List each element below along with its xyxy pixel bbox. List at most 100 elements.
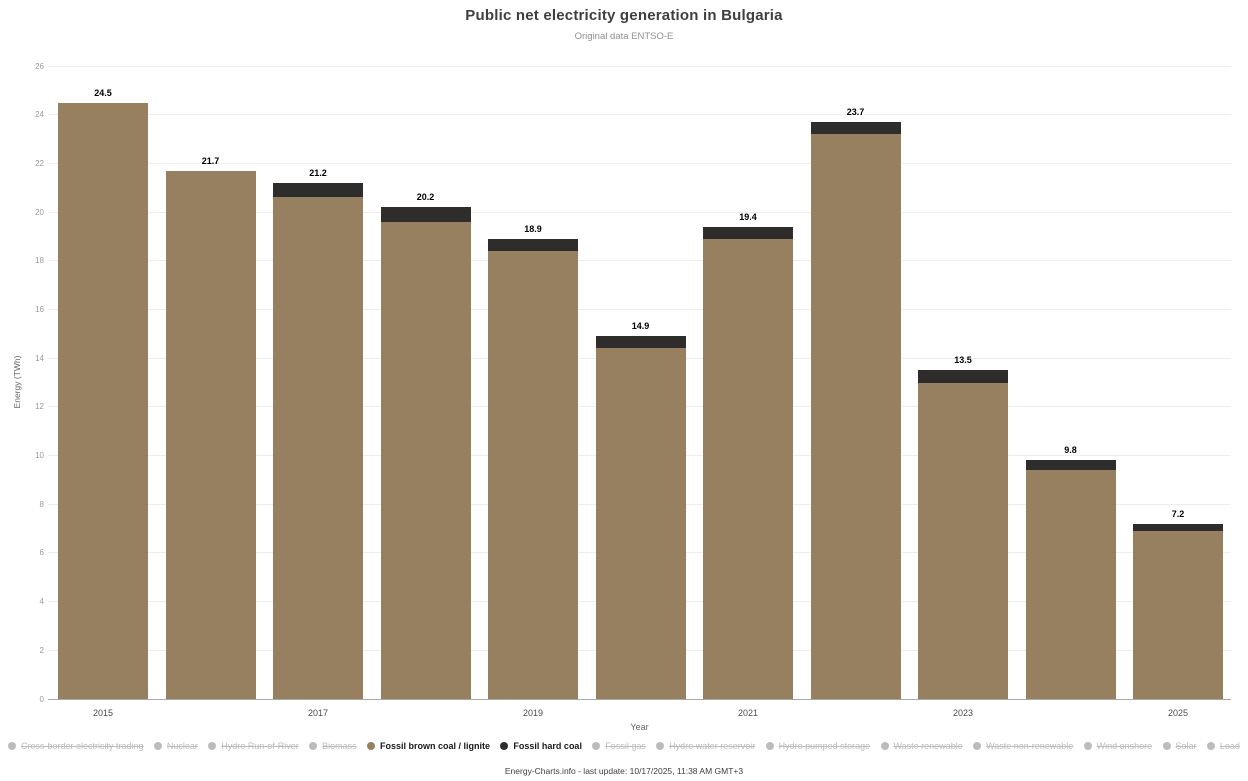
legend-dot-icon: [1162, 742, 1171, 750]
legend-dot-icon: [500, 742, 509, 750]
bar-group-2018: 20.2: [380, 66, 471, 699]
chart-legend: Cross-border electricity trading Nuclear H…: [8, 739, 1240, 753]
bar-lignite-2024[interactable]: [1025, 470, 1116, 699]
bar-group-2024: 9.8: [1025, 66, 1116, 699]
legend-item-label: Hydro pumped storage: [778, 741, 871, 751]
legend-item-fossil-hard-coal[interactable]: Fossil hard coal: [500, 741, 582, 751]
legend-item-waste-non-renewable[interactable]: Waste non-renewable: [973, 741, 1073, 751]
bar-hard-coal-2019[interactable]: [488, 238, 578, 252]
legend-item-hydro-water-reservoir[interactable]: Hydro water reservoir: [656, 741, 755, 751]
y-tick-label: 8: [39, 499, 44, 509]
legend-item-label: Fossil brown coal / lignite: [380, 741, 491, 751]
bar-group-2019: 18.9: [488, 66, 578, 699]
legend-item-cross-border-electricity-trading[interactable]: Cross-border electricity trading: [8, 741, 144, 751]
legend-item-nuclear[interactable]: Nuclear: [153, 741, 198, 751]
bar-lignite-2023[interactable]: [918, 382, 1008, 699]
legend-item-waste-renewable[interactable]: Waste renewable: [880, 741, 963, 751]
legend-item-solar[interactable]: Solar: [1162, 741, 1197, 751]
legend-item-biomass[interactable]: Biomass: [309, 741, 357, 751]
legend-dot-icon: [8, 742, 16, 750]
bar-hard-coal-2018[interactable]: [380, 207, 471, 222]
stack-total-label: 20.2: [416, 192, 435, 203]
bar-lignite-2016[interactable]: [165, 170, 256, 699]
bar-group-2017: 21.2: [273, 66, 363, 699]
legend-item-wind-onshore[interactable]: Wind onshore: [1083, 741, 1153, 751]
legend-item-fossil-gas[interactable]: Fossil gas: [592, 741, 646, 751]
x-tick-label: 2023: [952, 708, 974, 718]
x-tick-label: 2017: [307, 708, 329, 718]
bar-group-2023: 13.5: [918, 66, 1008, 699]
legend-dot-icon: [765, 742, 774, 750]
legend-item-label: Solar: [1175, 741, 1197, 751]
legend-dot-icon: [208, 742, 217, 750]
gridline: [48, 65, 1231, 67]
gridline: [48, 308, 1231, 310]
legend-dot-icon: [973, 742, 982, 750]
legend-item-label: Fossil gas: [605, 741, 646, 751]
bar-group-2022: 23.7: [810, 66, 901, 699]
y-tick-label: 20: [35, 207, 44, 217]
bar-group-2025: 7.2: [1133, 66, 1223, 699]
bar-lignite-2017[interactable]: [273, 197, 363, 699]
y-tick-label: 24: [35, 110, 44, 120]
gridline: [48, 260, 1231, 262]
stack-total-label: 21.7: [201, 155, 220, 166]
bar-hard-coal-2025[interactable]: [1133, 523, 1223, 532]
x-tick-label: 2019: [522, 708, 544, 718]
x-tick-label: 2025: [1167, 708, 1189, 718]
x-axis-title: Year: [630, 722, 649, 732]
legend-item-label: Cross-border electricity trading: [21, 741, 144, 751]
legend-dot-icon: [309, 742, 318, 750]
x-tick-label: 2015: [92, 708, 114, 718]
legend-item-load[interactable]: Load: [1206, 741, 1240, 751]
y-tick-label: 18: [35, 256, 44, 266]
legend-item-label: Biomass: [322, 741, 357, 751]
plot-area: 24.5 21.7 21.2 20.2 18.9 14.9 19.4 23.7 13.5 9.8 7…: [48, 65, 1231, 700]
stack-total-label: 7.2: [1171, 508, 1185, 519]
bar-lignite-2019[interactable]: [488, 251, 578, 699]
legend-dot-icon: [153, 742, 162, 750]
bar-lignite-2025[interactable]: [1133, 531, 1223, 699]
bar-hard-coal-2017[interactable]: [273, 182, 363, 198]
gridline: [48, 162, 1231, 164]
bar-lignite-2020[interactable]: [595, 348, 686, 699]
bar-lignite-2021[interactable]: [703, 238, 793, 699]
legend-item-label: Hydro water reservoir: [669, 741, 756, 751]
footer-credit: Energy-Charts.info - last update: 10/17/…: [504, 766, 744, 776]
stack-total-label: 19.4: [739, 211, 757, 222]
y-tick-label: 10: [35, 451, 44, 461]
stack-total-label: 13.5: [954, 355, 972, 366]
legend-dot-icon: [1083, 742, 1092, 750]
bar-lignite-2018[interactable]: [380, 221, 471, 699]
legend-dot-icon: [1206, 742, 1215, 750]
y-tick-label: 16: [35, 304, 44, 314]
bar-hard-coal-2024[interactable]: [1025, 460, 1116, 471]
bar-hard-coal-2023[interactable]: [918, 370, 1008, 383]
legend-item-label: Wind onshore: [1096, 741, 1153, 751]
y-tick-label: 4: [39, 597, 44, 607]
legend-item-label: Hydro Run-of-River: [221, 741, 299, 751]
x-tick-label: 2021: [737, 708, 759, 718]
legend-dot-icon: [656, 742, 665, 750]
bar-hard-coal-2022[interactable]: [810, 122, 901, 135]
bar-group-2021: 19.4: [703, 66, 793, 699]
stack-total-label: 18.9: [524, 223, 542, 234]
bar-hard-coal-2020[interactable]: [595, 336, 686, 349]
legend-item-fossil-brown-coal-lignite[interactable]: Fossil brown coal / lignite: [367, 741, 490, 751]
bar-hard-coal-2021[interactable]: [703, 226, 793, 239]
y-tick-label: 26: [35, 61, 44, 71]
y-axis-tick-labels: 0 2 4 6 8 10 12 14 16 18 20 22 24 26: [8, 62, 44, 704]
legend-item-label: Load: [1219, 741, 1240, 751]
legend-item-label: Waste non-renewable: [986, 741, 1074, 751]
legend-item-hydro-run-of-river[interactable]: Hydro Run-of-River: [208, 741, 299, 751]
bar-lignite-2015[interactable]: [58, 102, 148, 699]
chart-title: Public net electricity generation in Bul…: [465, 7, 783, 24]
y-tick-label: 14: [35, 353, 44, 363]
legend-dot-icon: [592, 742, 601, 750]
stack-total-label: 14.9: [631, 321, 650, 332]
bar-lignite-2022[interactable]: [810, 134, 901, 699]
legend-item-hydro-pumped-storage[interactable]: Hydro pumped storage: [765, 741, 871, 751]
bar-group-2016: 21.7: [165, 66, 256, 699]
legend-item-label: Waste renewable: [893, 741, 963, 751]
